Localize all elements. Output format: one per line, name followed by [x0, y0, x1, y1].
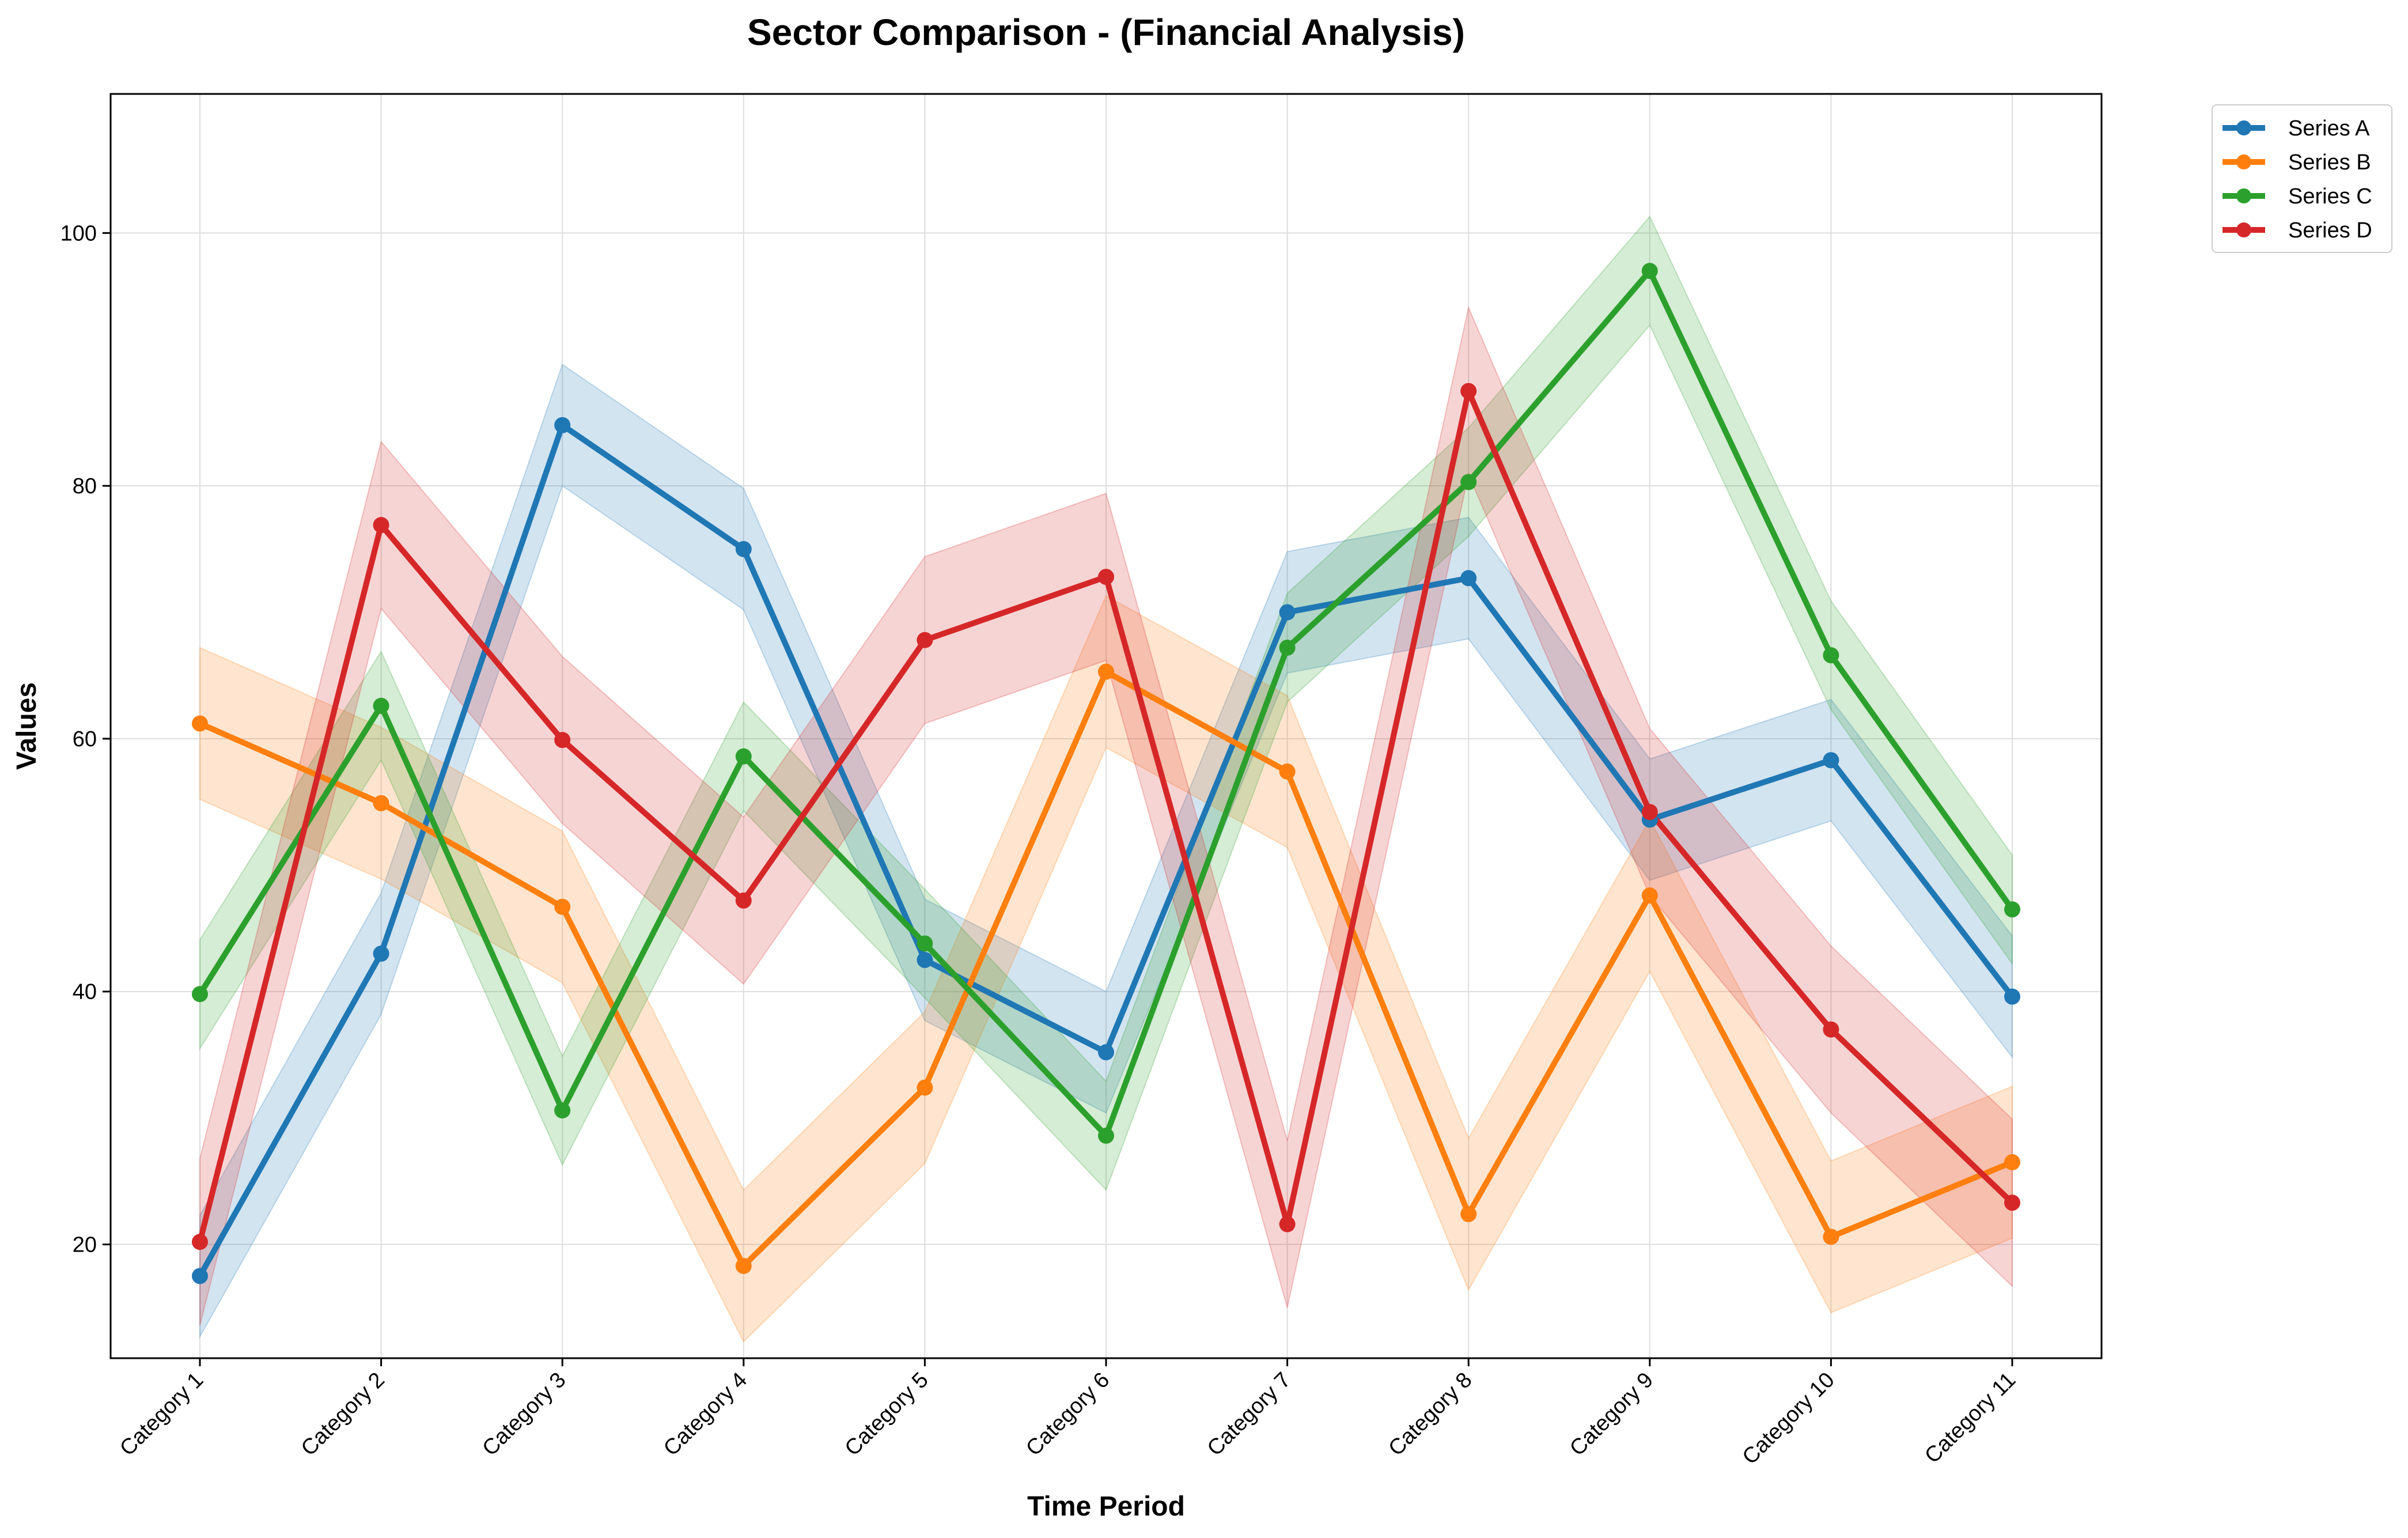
- y-tick-label: 80: [73, 474, 97, 498]
- data-point: [1823, 647, 1839, 664]
- x-axis-label: Time Period: [1027, 1491, 1185, 1522]
- data-point: [1279, 763, 1296, 780]
- data-point: [373, 517, 389, 534]
- series-points: [192, 263, 2020, 1284]
- data-point: [1098, 1044, 1114, 1061]
- y-axis-ticks: 20 40 60 80 100: [60, 221, 111, 1257]
- data-point: [735, 892, 752, 909]
- data-point: [2004, 901, 2020, 918]
- legend: Series A Series B Series C Series D: [2212, 104, 2392, 253]
- data-point: [554, 732, 571, 749]
- data-point: [1460, 383, 1477, 399]
- data-point: [917, 632, 933, 648]
- y-tick-label: 40: [73, 980, 97, 1004]
- band-series-a: [199, 363, 2013, 1339]
- confidence-bands: [199, 215, 2013, 1343]
- legend-label: Series A: [2288, 116, 2370, 141]
- data-point: [1279, 639, 1296, 656]
- legend-box: [2212, 104, 2392, 253]
- legend-label: Series D: [2288, 218, 2372, 243]
- data-point: [373, 945, 389, 962]
- data-point: [1641, 804, 1658, 821]
- data-point: [1098, 1127, 1114, 1144]
- data-point: [192, 986, 208, 1003]
- data-point: [1279, 1216, 1296, 1233]
- data-point: [2004, 1154, 2020, 1170]
- band-series-b: [199, 595, 2013, 1343]
- data-point: [1098, 663, 1114, 680]
- legend-marker: [2236, 120, 2251, 135]
- data-point: [1460, 1206, 1477, 1222]
- legend-marker: [2236, 188, 2251, 203]
- data-point: [192, 715, 208, 732]
- y-tick-label: 20: [73, 1233, 97, 1257]
- y-tick-label: 100: [60, 221, 97, 245]
- gridlines: [111, 94, 2102, 1358]
- data-point: [373, 697, 389, 714]
- data-point: [2004, 988, 2020, 1005]
- legend-marker: [2236, 222, 2251, 237]
- data-point: [373, 795, 389, 811]
- data-point: [917, 951, 933, 968]
- data-point: [554, 898, 571, 915]
- data-point: [917, 1079, 933, 1096]
- legend-label: Series C: [2288, 184, 2372, 209]
- y-axis-label: Values: [12, 682, 42, 770]
- data-point: [192, 1268, 208, 1284]
- data-point: [735, 748, 752, 765]
- chart-title: Sector Comparison - (Financial Analysis): [747, 12, 1465, 53]
- data-point: [1823, 1229, 1839, 1245]
- y-tick-label: 60: [73, 727, 97, 751]
- data-point: [2004, 1195, 2020, 1211]
- data-point: [735, 541, 752, 557]
- data-point: [554, 417, 571, 433]
- data-point: [554, 1102, 571, 1118]
- legend-marker: [2236, 154, 2251, 169]
- data-point: [735, 1257, 752, 1274]
- data-point: [1460, 474, 1477, 490]
- data-point: [1460, 570, 1477, 587]
- data-point: [1823, 1021, 1839, 1038]
- data-point: [192, 1234, 208, 1250]
- data-point: [1098, 569, 1114, 585]
- data-point: [1823, 752, 1839, 769]
- data-point: [917, 935, 933, 952]
- legend-label: Series B: [2288, 150, 2371, 175]
- data-point: [1641, 263, 1658, 279]
- data-point: [1641, 887, 1658, 904]
- band-series-d: [199, 305, 2013, 1326]
- data-point: [1279, 604, 1296, 621]
